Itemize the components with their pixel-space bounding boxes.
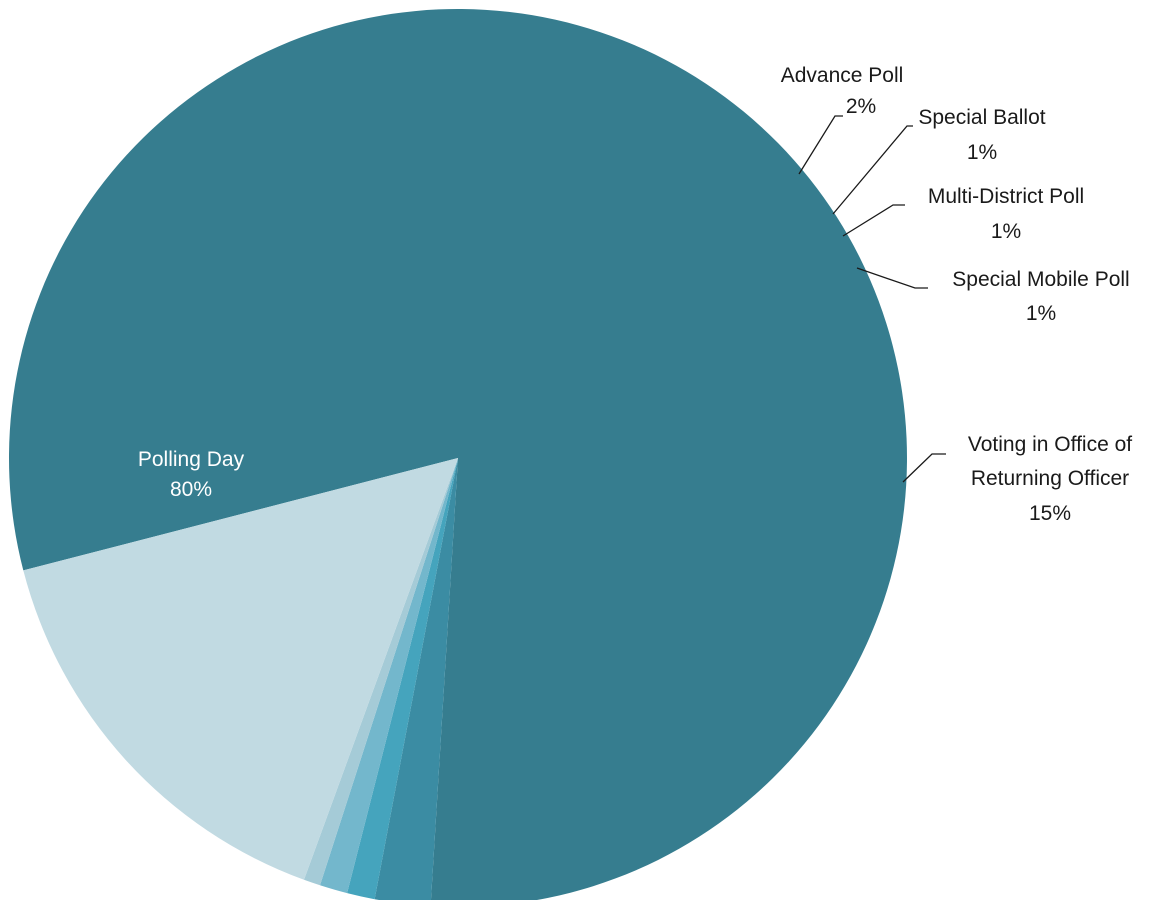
pie-slice-special-ballot xyxy=(347,458,458,900)
slice-label-multi-district-poll: Multi-District Poll xyxy=(928,185,1084,208)
pie-slice-advance-poll xyxy=(374,458,458,900)
slice-percent-polling-day: 80% xyxy=(170,478,212,501)
pie-slice-special-mobile-poll xyxy=(303,458,458,886)
pie-slice-multi-district-poll xyxy=(320,458,458,894)
slice-label-special-mobile-poll: Special Mobile Poll xyxy=(952,268,1129,291)
leader-line-special-ballot xyxy=(832,125,913,215)
slice-label-special-ballot: Special Ballot xyxy=(918,106,1045,129)
leader-line-special-mobile-poll xyxy=(856,267,928,289)
leader-line-voting-in-office-of-returning-officer xyxy=(902,453,946,483)
leader-line-advance-poll xyxy=(798,115,843,175)
slice-percent-multi-district-poll: 1% xyxy=(991,220,1021,243)
slice-percent-special-mobile-poll: 1% xyxy=(1026,302,1056,325)
leader-line-multi-district-poll xyxy=(842,204,905,237)
slice-label-polling-day: Polling Day xyxy=(138,448,245,471)
slice-percent-advance-poll: 2% xyxy=(846,95,876,118)
pie-slice-voting-in-office-of-returning-officer xyxy=(23,458,459,880)
slice-label-voting-in-office-of-returning-officer: Voting in Office of Returning Officer xyxy=(968,433,1132,490)
slice-label-advance-poll: Advance Poll xyxy=(781,64,904,87)
pie-slice-polling-day xyxy=(9,9,907,900)
slice-percent-special-ballot: 1% xyxy=(967,141,997,164)
slice-percent-voting-in-office-of-returning-officer: 15% xyxy=(1029,502,1071,525)
